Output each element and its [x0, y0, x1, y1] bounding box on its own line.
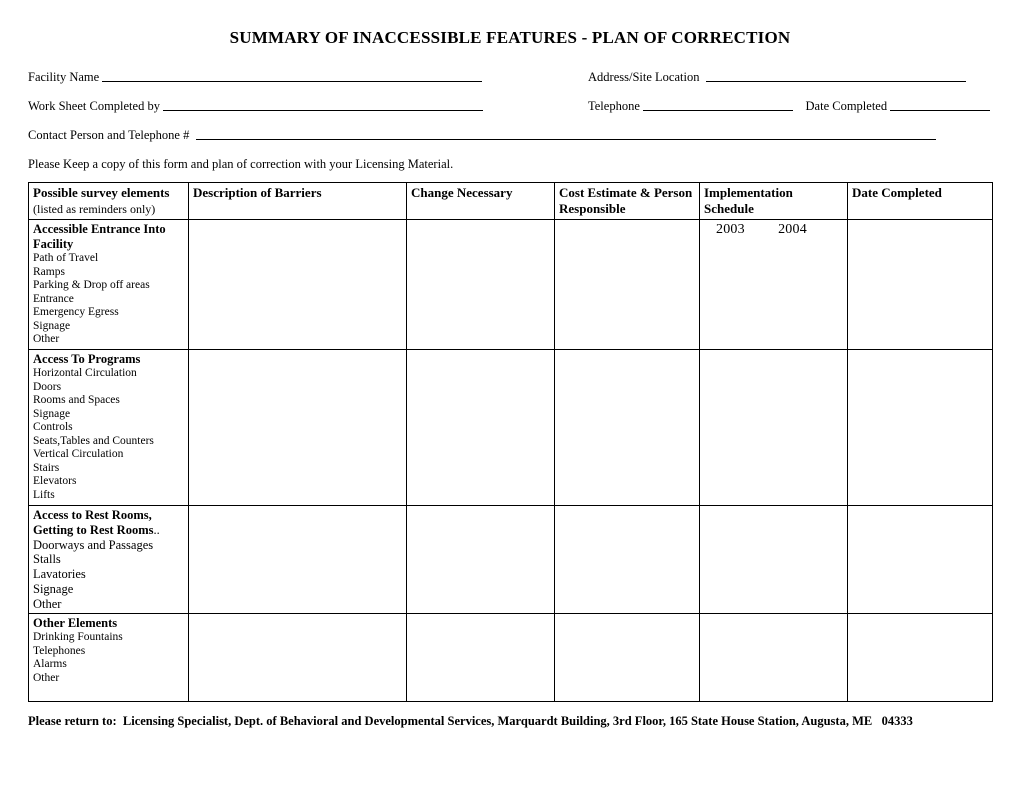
cell-impl[interactable]: 2003 2004 [700, 220, 848, 350]
survey-items: Doorways and PassagesStallsLavatoriesSig… [33, 538, 184, 612]
section-head: Access To Programs [33, 352, 184, 367]
cell-date[interactable] [848, 349, 993, 505]
form-page: SUMMARY OF INACCESSIBLE FEATURES - PLAN … [0, 0, 1020, 788]
cell-change[interactable] [407, 220, 555, 350]
label-facility: Facility Name [28, 70, 99, 84]
th-survey-sub: (listed as reminders only) [33, 202, 155, 216]
instruction-note: Please Keep a copy of this form and plan… [28, 157, 992, 172]
table-row: Access to Rest Rooms, Getting to Rest Ro… [29, 505, 993, 614]
list-item: Parking & Drop off areas [33, 279, 184, 293]
section-head: Access to Rest Rooms, Getting to Rest Ro… [33, 508, 184, 538]
list-item: Lifts [33, 489, 184, 503]
list-item: Vertical Circulation [33, 448, 184, 462]
th-date: Date Completed [848, 183, 993, 220]
section-head: Other Elements [33, 616, 184, 631]
cell-change[interactable] [407, 349, 555, 505]
page-title: SUMMARY OF INACCESSIBLE FEATURES - PLAN … [28, 28, 992, 48]
list-item: Doors [33, 381, 184, 395]
field-facility[interactable] [102, 71, 482, 82]
cell-date[interactable] [848, 614, 993, 702]
list-item: Signage [33, 408, 184, 422]
th-survey: Possible survey elements (listed as remi… [29, 183, 189, 220]
cell-barriers[interactable] [189, 220, 407, 350]
list-item: Other [33, 333, 184, 347]
cell-survey: Access to Rest Rooms, Getting to Rest Ro… [29, 505, 189, 614]
list-item: Telephones [33, 645, 184, 659]
list-item: Elevators [33, 475, 184, 489]
cell-impl[interactable] [700, 614, 848, 702]
return-address: Please return to: Licensing Specialist, … [28, 714, 992, 729]
th-change: Change Necessary [407, 183, 555, 220]
th-barriers: Description of Barriers [189, 183, 407, 220]
field-date-completed[interactable] [890, 100, 990, 111]
cell-barriers[interactable] [189, 505, 407, 614]
th-survey-text: Possible survey elements [33, 185, 169, 200]
list-item: Stalls [33, 552, 184, 567]
field-contact[interactable] [196, 129, 936, 140]
list-item: Alarms [33, 658, 184, 672]
list-item: Controls [33, 421, 184, 435]
list-item: Other [33, 672, 184, 686]
survey-items: Path of TravelRampsParking & Drop off ar… [33, 252, 184, 347]
survey-items: Drinking FountainsTelephonesAlarmsOther [33, 631, 184, 699]
cell-survey: Access To ProgramsHorizontal Circulation… [29, 349, 189, 505]
list-item [33, 686, 184, 700]
label-date-completed: Date Completed [806, 99, 888, 113]
survey-items: Horizontal CirculationDoorsRooms and Spa… [33, 367, 184, 503]
field-completed-by[interactable] [163, 100, 483, 111]
label-telephone: Telephone [588, 99, 640, 113]
cell-cost[interactable] [555, 505, 700, 614]
list-item: Other [33, 597, 184, 612]
list-item: Signage [33, 582, 184, 597]
cell-survey: Accessible Entrance Into FacilityPath of… [29, 220, 189, 350]
cell-barriers[interactable] [189, 614, 407, 702]
impl-years: 2003 2004 [704, 222, 843, 238]
table-row: Accessible Entrance Into FacilityPath of… [29, 220, 993, 350]
cell-impl[interactable] [700, 505, 848, 614]
list-item: Lavatories [33, 567, 184, 582]
th-impl: Implementation Schedule [700, 183, 848, 220]
list-item: Ramps [33, 266, 184, 280]
list-item: Emergency Egress [33, 306, 184, 320]
cell-cost[interactable] [555, 614, 700, 702]
table-row: Access To ProgramsHorizontal Circulation… [29, 349, 993, 505]
list-item: Horizontal Circulation [33, 367, 184, 381]
list-item: Path of Travel [33, 252, 184, 266]
cell-date[interactable] [848, 505, 993, 614]
field-telephone[interactable] [643, 100, 793, 111]
field-address[interactable] [706, 71, 966, 82]
list-item: Stairs [33, 462, 184, 476]
list-item: Signage [33, 320, 184, 334]
list-item: Seats,Tables and Counters [33, 435, 184, 449]
label-address: Address/Site Location [588, 70, 699, 84]
table-header-row: Possible survey elements (listed as remi… [29, 183, 993, 220]
cell-survey: Other ElementsDrinking FountainsTelephon… [29, 614, 189, 702]
list-item: Entrance [33, 293, 184, 307]
list-item: Drinking Fountains [33, 631, 184, 645]
label-contact: Contact Person and Telephone # [28, 128, 189, 142]
list-item: Doorways and Passages [33, 538, 184, 553]
correction-table: Possible survey elements (listed as remi… [28, 182, 993, 702]
label-completed-by: Work Sheet Completed by [28, 99, 160, 113]
cell-change[interactable] [407, 614, 555, 702]
info-block: Facility Name Address/Site Location Work… [28, 70, 992, 143]
cell-cost[interactable] [555, 220, 700, 350]
section-head: Accessible Entrance Into Facility [33, 222, 184, 252]
th-cost: Cost Estimate & Person Responsible [555, 183, 700, 220]
cell-change[interactable] [407, 505, 555, 614]
list-item: Rooms and Spaces [33, 394, 184, 408]
cell-cost[interactable] [555, 349, 700, 505]
cell-impl[interactable] [700, 349, 848, 505]
table-row: Other ElementsDrinking FountainsTelephon… [29, 614, 993, 702]
cell-barriers[interactable] [189, 349, 407, 505]
cell-date[interactable] [848, 220, 993, 350]
